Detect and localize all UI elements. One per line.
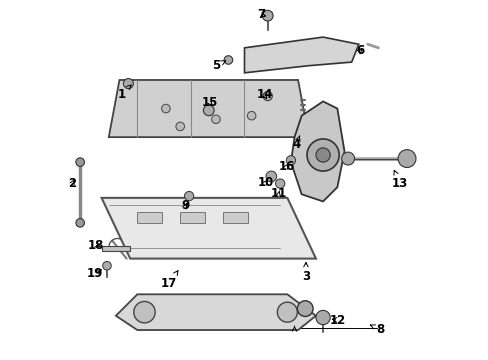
Circle shape [123,78,133,89]
Polygon shape [223,212,247,223]
Circle shape [285,156,295,165]
Polygon shape [116,294,315,330]
Circle shape [263,91,272,101]
Polygon shape [180,212,205,223]
Circle shape [224,56,232,64]
Circle shape [176,122,184,131]
Text: 12: 12 [329,314,346,327]
Circle shape [275,179,285,188]
Circle shape [306,139,339,171]
Text: 7: 7 [257,9,265,22]
Circle shape [102,261,111,270]
Polygon shape [102,198,315,258]
Text: 18: 18 [88,239,104,252]
Text: 16: 16 [278,160,294,173]
Text: 5: 5 [211,59,225,72]
Polygon shape [244,37,358,73]
Circle shape [76,219,84,227]
Circle shape [397,150,415,167]
Circle shape [184,192,193,201]
Text: 15: 15 [201,96,217,109]
Text: 8: 8 [369,323,384,336]
Circle shape [247,111,255,120]
Circle shape [203,105,214,116]
Circle shape [315,310,329,325]
Polygon shape [102,246,130,251]
Circle shape [262,10,272,21]
Text: 17: 17 [161,271,178,290]
Circle shape [265,171,276,182]
Circle shape [315,148,329,162]
Circle shape [76,158,84,166]
Text: 4: 4 [291,136,300,152]
Text: 3: 3 [301,262,309,283]
Polygon shape [137,212,162,223]
Circle shape [297,301,312,316]
Circle shape [211,115,220,123]
Circle shape [341,152,354,165]
Text: 2: 2 [68,177,76,190]
Polygon shape [290,102,344,202]
Circle shape [277,302,297,322]
Text: 13: 13 [391,170,407,190]
Text: 14: 14 [256,89,272,102]
Text: 9: 9 [181,199,189,212]
Text: 10: 10 [257,176,273,189]
Text: 6: 6 [356,44,364,57]
Text: 1: 1 [117,85,131,101]
Circle shape [134,301,155,323]
Polygon shape [108,80,308,137]
Text: 11: 11 [270,187,286,200]
Circle shape [162,104,170,113]
Text: 19: 19 [87,267,103,280]
